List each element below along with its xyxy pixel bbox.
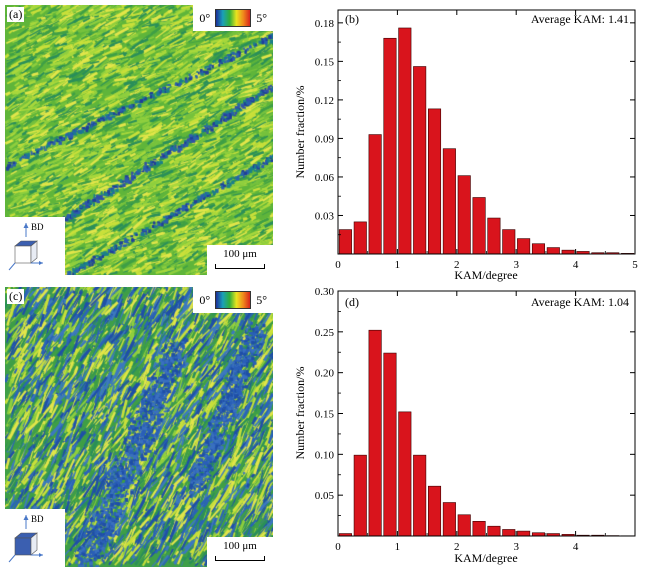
panel-label: (d) xyxy=(345,295,359,309)
histogram-bar xyxy=(338,229,352,255)
average-kam-annotation: Average KAM: 1.41 xyxy=(531,12,629,26)
histogram-bar xyxy=(442,148,456,255)
y-tick-label: 0.05 xyxy=(315,490,335,502)
y-tick-label: 0.25 xyxy=(315,327,335,339)
x-axis-label: KAM/degree xyxy=(454,268,517,282)
scale-bar: 100 μm xyxy=(207,245,273,275)
average-kam-annotation: Average KAM: 1.04 xyxy=(531,295,629,309)
y-tick-label: 0.06 xyxy=(315,172,335,184)
histogram-bar xyxy=(368,134,382,255)
colorbar-gradient xyxy=(215,9,252,27)
y-tick-label: 0.18 xyxy=(315,18,335,30)
colorbar-legend: 0° 5° xyxy=(193,5,273,31)
y-tick-label: 0.03 xyxy=(315,210,335,222)
histogram-bar xyxy=(502,229,516,255)
histogram-bar xyxy=(487,217,501,255)
x-tick-label: 2 xyxy=(454,541,460,553)
histogram-bar xyxy=(472,197,486,255)
y-tick-label: 0.10 xyxy=(315,449,335,461)
histogram-bar xyxy=(457,514,471,537)
histogram-bar xyxy=(502,529,516,537)
histogram-bar xyxy=(398,27,412,255)
kam-histogram-d: (d) Average KAM: 1.04 KAM/degree Number … xyxy=(293,286,636,565)
kam-map-c: (c) 0° 5° BD 100 μm xyxy=(5,287,273,567)
histogram-bar xyxy=(531,243,545,255)
colorbar-min-label: 0° xyxy=(199,292,211,307)
kam-map-a: (a) 0° 5° BD 100 μm xyxy=(5,5,273,275)
histogram-bar xyxy=(428,485,442,537)
plot-frame xyxy=(337,290,636,537)
x-tick-label: 3 xyxy=(513,541,519,553)
build-direction-label: BD xyxy=(31,222,44,232)
histogram-bar xyxy=(428,108,442,255)
x-tick-label: 4 xyxy=(573,541,579,553)
x-tick-label: 2 xyxy=(454,259,460,271)
y-tick-label: 0.30 xyxy=(315,286,335,298)
panel-label: (b) xyxy=(345,12,359,26)
x-axis-label: KAM/degree xyxy=(454,551,517,565)
coordinate-system: BD xyxy=(5,217,65,275)
colorbar-max-label: 5° xyxy=(256,292,267,307)
histogram-bar xyxy=(413,454,427,537)
histogram-bar xyxy=(487,525,501,537)
x-tick-label: 0 xyxy=(335,541,341,553)
scale-bar-label: 100 μm xyxy=(223,248,257,260)
colorbar-legend: 0° 5° xyxy=(193,287,273,313)
colorbar-gradient xyxy=(215,291,252,309)
histogram-bar xyxy=(472,521,486,537)
scale-bar-line xyxy=(215,556,265,561)
plot-frame xyxy=(337,9,636,255)
histogram-bar xyxy=(561,249,575,255)
x-tick-label: 4 xyxy=(573,259,579,271)
y-tick-label: 0.20 xyxy=(315,368,335,380)
y-axis-label: Number fraction/% xyxy=(293,86,307,179)
y-tick-label: 0.12 xyxy=(315,95,334,107)
histogram-bar xyxy=(398,411,412,537)
scale-bar-line xyxy=(215,264,265,269)
x-tick-label: 0 xyxy=(335,259,341,271)
histogram-bar xyxy=(353,221,367,255)
y-tick-label: 0.09 xyxy=(315,133,335,145)
panel-label: (c) xyxy=(7,289,25,304)
colorbar-max-label: 5° xyxy=(256,10,267,25)
y-tick-label: 0.15 xyxy=(315,56,335,68)
cube-icon: BD xyxy=(8,514,44,563)
histogram-bar xyxy=(442,502,456,537)
histogram-bar xyxy=(353,454,367,537)
colorbar-min-label: 0° xyxy=(199,10,211,25)
coordinate-system: BD xyxy=(5,509,65,567)
histogram-bar xyxy=(368,329,382,537)
x-tick-label: 5 xyxy=(632,259,638,271)
histogram-bar xyxy=(383,37,397,255)
y-tick-label: 0.15 xyxy=(315,409,335,421)
cube-icon: BD xyxy=(8,222,44,271)
kam-histogram-b: (b) Average KAM: 1.41 KAM/degree Number … xyxy=(293,9,638,282)
build-direction-label: BD xyxy=(31,514,44,524)
histogram-bar xyxy=(517,238,531,255)
panel-label: (a) xyxy=(7,7,25,22)
scale-bar: 100 μm xyxy=(207,537,273,567)
x-tick-label: 1 xyxy=(395,259,401,271)
y-axis-label: Number fraction/% xyxy=(293,367,307,460)
x-tick-label: 3 xyxy=(513,259,519,271)
scale-bar-label: 100 μm xyxy=(223,540,257,552)
x-tick-label: 1 xyxy=(395,541,401,553)
histogram-bar xyxy=(517,530,531,537)
histogram-bar xyxy=(413,66,427,255)
histogram-bar xyxy=(457,175,471,255)
histogram-bar xyxy=(546,247,560,255)
histogram-bar xyxy=(383,352,397,537)
